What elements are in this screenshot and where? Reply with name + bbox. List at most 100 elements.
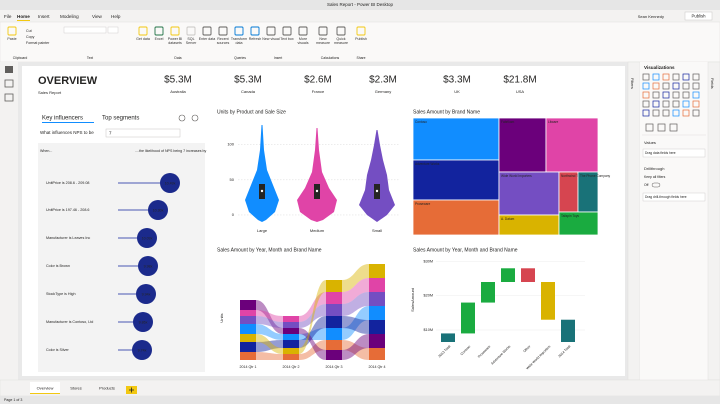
- visual-type-icon[interactable]: [682, 91, 690, 99]
- ribbon-button-label[interactable]: New measure: [316, 37, 330, 46]
- treemap-tile[interactable]: [558, 171, 579, 213]
- ribbon-tab[interactable]: Insert: [38, 14, 50, 19]
- visual-type-icon[interactable]: [682, 100, 690, 108]
- ribbon-button-icon[interactable]: [186, 26, 196, 36]
- waterfall-bar[interactable]: [521, 268, 535, 282]
- visual-type-icon[interactable]: [662, 73, 670, 81]
- influencer-bubble[interactable]: [132, 340, 152, 360]
- ribbon-button-label[interactable]: Quick measure: [334, 37, 348, 46]
- data-view-icon[interactable]: [4, 79, 14, 88]
- page-tab[interactable]: [64, 382, 88, 394]
- ribbon-button-icon[interactable]: [356, 26, 366, 36]
- waterfall-bar[interactable]: [481, 282, 495, 303]
- visual-type-icon[interactable]: [662, 109, 670, 117]
- treemap-tile[interactable]: [545, 117, 599, 173]
- visual-type-icon[interactable]: [642, 100, 650, 108]
- influencer-bubble[interactable]: [148, 200, 168, 220]
- treemap-tile[interactable]: [558, 211, 599, 236]
- influencer-bubble[interactable]: [133, 312, 153, 332]
- treemap-tile[interactable]: [498, 171, 560, 216]
- visual-type-icon[interactable]: [662, 100, 670, 108]
- visual-type-icon[interactable]: [662, 91, 670, 99]
- ribbon-button-label[interactable]: Refresh: [248, 37, 262, 41]
- waterfall-bar[interactable]: [541, 282, 555, 320]
- visual-type-icon[interactable]: [672, 91, 680, 99]
- visual-type-icon[interactable]: [652, 73, 660, 81]
- treemap-tile[interactable]: [412, 117, 500, 161]
- ribbon-tab[interactable]: View: [92, 14, 103, 19]
- ribbon-button-label[interactable]: Publish: [355, 37, 367, 41]
- visual-type-icon[interactable]: [652, 100, 660, 108]
- ribbon-button-icon[interactable]: [298, 26, 308, 36]
- ribbon-tab[interactable]: Help: [111, 14, 121, 19]
- ribbon-button-label[interactable]: Get data: [136, 37, 150, 41]
- pane-tab-icon[interactable]: [645, 123, 654, 132]
- waterfall-bar[interactable]: [561, 319, 575, 342]
- ribbon-button-label[interactable]: Recent sources: [216, 37, 230, 46]
- influencer-bubble[interactable]: [138, 256, 158, 276]
- ribbon-button-label[interactable]: Text box: [280, 37, 294, 41]
- ribbon-button-label[interactable]: Enter data: [198, 37, 216, 41]
- ribbon-button-icon[interactable]: [154, 26, 164, 36]
- waterfall-bar[interactable]: [461, 302, 475, 334]
- visual-type-icon[interactable]: [682, 109, 690, 117]
- visual-type-icon[interactable]: [692, 109, 700, 117]
- visual-type-icon[interactable]: [672, 82, 680, 90]
- ribbon-tab[interactable]: Home: [17, 14, 30, 19]
- ribbon-button-label[interactable]: More visuals: [297, 37, 309, 46]
- ribbon-button-icon[interactable]: [266, 26, 276, 36]
- ribbon-button-label[interactable]: Transform data: [230, 37, 248, 46]
- ribbon-button-label[interactable]: Power BI datasets: [167, 37, 183, 46]
- visual-type-icon[interactable]: [642, 91, 650, 99]
- clipboard-item[interactable]: Format painter: [26, 41, 50, 45]
- waterfall-bar[interactable]: [441, 333, 455, 342]
- influencer-bubble[interactable]: [160, 173, 180, 193]
- ribbon-button-icon[interactable]: [250, 26, 260, 36]
- treemap-tile[interactable]: [577, 171, 599, 213]
- ribbon-button-icon[interactable]: [282, 26, 292, 36]
- visual-type-icon[interactable]: [672, 100, 680, 108]
- ribbon-button-label[interactable]: SQL Server: [185, 37, 197, 46]
- ribbon-button-icon[interactable]: [170, 26, 180, 36]
- clipboard-item[interactable]: Cut: [26, 29, 32, 33]
- visual-type-icon[interactable]: [652, 91, 660, 99]
- publish-button[interactable]: [684, 11, 713, 21]
- clipboard-item[interactable]: Copy: [26, 35, 35, 39]
- ribbon-button-icon[interactable]: [202, 26, 212, 36]
- visual-tab[interactable]: Top segments: [102, 116, 139, 122]
- visual-type-icon[interactable]: [642, 109, 650, 117]
- visual-type-icon[interactable]: [682, 73, 690, 81]
- visual-type-icon[interactable]: [692, 91, 700, 99]
- page-tab[interactable]: [30, 382, 60, 394]
- visual-type-icon[interactable]: [692, 82, 700, 90]
- ribbon-button-label[interactable]: Paste: [7, 37, 17, 41]
- toggle-switch[interactable]: [651, 182, 661, 188]
- ribbon-button-label[interactable]: Excel: [154, 37, 164, 41]
- ribbon-button-icon[interactable]: [234, 26, 244, 36]
- treemap-tile[interactable]: [412, 159, 500, 201]
- visual-tab[interactable]: Key influencers: [42, 116, 83, 122]
- pane-tab-icon[interactable]: [669, 123, 678, 132]
- visual-type-icon[interactable]: [652, 82, 660, 90]
- visual-type-icon[interactable]: [652, 109, 660, 117]
- ribbon-button-icon[interactable]: [7, 26, 17, 36]
- visual-type-icon[interactable]: [692, 73, 700, 81]
- page-tab[interactable]: [92, 382, 122, 394]
- report-view-icon[interactable]: [5, 66, 13, 73]
- visual-type-icon[interactable]: [662, 82, 670, 90]
- ribbon-tab[interactable]: File: [4, 14, 12, 19]
- ribbon-tab[interactable]: Modeling: [60, 14, 79, 19]
- influencer-bubble[interactable]: [137, 228, 157, 248]
- thumbs-down-icon[interactable]: [191, 114, 199, 122]
- thumbs-up-icon[interactable]: [178, 114, 186, 122]
- waterfall-bar[interactable]: [501, 268, 515, 282]
- influencer-bubble[interactable]: [136, 284, 156, 304]
- ribbon-button-icon[interactable]: [218, 26, 228, 36]
- answer-dropdown[interactable]: [105, 128, 181, 138]
- ribbon-button-label[interactable]: New visual: [262, 37, 280, 41]
- visual-type-icon[interactable]: [692, 100, 700, 108]
- ribbon-button-icon[interactable]: [336, 26, 346, 36]
- treemap-tile[interactable]: [498, 117, 547, 173]
- ribbon-button-icon[interactable]: [138, 26, 148, 36]
- fields-strip[interactable]: [707, 61, 720, 381]
